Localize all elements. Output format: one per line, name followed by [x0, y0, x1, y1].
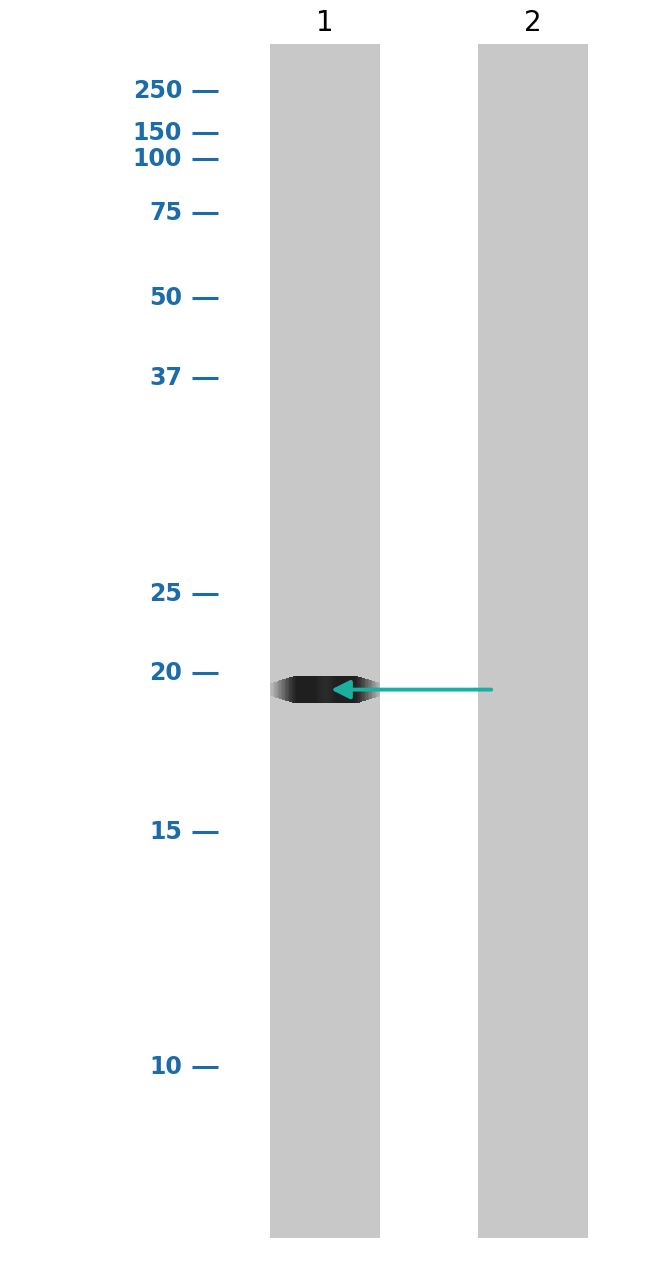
Bar — [286, 678, 288, 701]
Bar — [357, 677, 358, 702]
Bar — [285, 678, 286, 701]
Bar — [315, 676, 317, 704]
Bar — [340, 676, 342, 704]
Bar — [281, 679, 282, 700]
Bar — [309, 676, 310, 704]
Bar — [326, 677, 328, 702]
Bar — [313, 676, 314, 704]
Bar — [274, 682, 276, 697]
Bar — [282, 679, 283, 700]
Bar — [277, 681, 278, 698]
Bar — [307, 676, 308, 704]
Bar — [348, 676, 350, 704]
Bar — [370, 681, 372, 698]
Bar — [358, 677, 359, 702]
Bar — [356, 676, 357, 704]
Bar — [367, 679, 368, 700]
Bar — [347, 676, 348, 704]
Bar — [294, 676, 296, 704]
Bar — [317, 676, 318, 704]
Text: 250: 250 — [133, 80, 182, 103]
Bar — [372, 681, 373, 698]
Bar — [276, 682, 277, 697]
Text: 20: 20 — [149, 662, 182, 685]
Bar — [379, 683, 380, 696]
Text: 1: 1 — [316, 9, 334, 37]
Bar — [351, 676, 353, 704]
Text: 2: 2 — [524, 9, 542, 37]
Bar — [288, 678, 289, 701]
Bar — [270, 683, 271, 696]
Bar — [361, 677, 362, 702]
Bar — [321, 677, 322, 702]
Bar — [365, 678, 367, 701]
Bar — [300, 676, 302, 704]
Bar — [343, 676, 344, 704]
Bar — [311, 676, 313, 704]
Bar — [324, 677, 325, 702]
Text: 50: 50 — [149, 287, 182, 310]
Bar — [364, 678, 365, 701]
Bar — [350, 676, 351, 704]
Bar — [342, 676, 343, 704]
Text: 37: 37 — [149, 367, 182, 390]
Bar — [478, 44, 588, 1238]
Bar — [306, 676, 307, 704]
Text: 100: 100 — [133, 147, 182, 170]
Bar — [270, 44, 380, 1238]
Bar — [332, 676, 333, 704]
Bar — [333, 676, 335, 704]
Bar — [299, 676, 300, 704]
Bar — [374, 682, 376, 697]
Bar — [271, 683, 272, 696]
Bar — [310, 676, 311, 704]
Bar — [292, 677, 293, 702]
Text: 25: 25 — [149, 583, 182, 606]
Text: 75: 75 — [149, 202, 182, 225]
Bar — [346, 676, 347, 704]
Bar — [362, 678, 364, 701]
Bar — [280, 681, 281, 698]
Bar — [298, 676, 299, 704]
Text: 150: 150 — [133, 122, 182, 145]
Bar — [376, 682, 378, 697]
Bar — [293, 677, 294, 702]
Bar — [330, 676, 332, 704]
Bar — [302, 676, 303, 704]
Bar — [272, 682, 274, 697]
Bar — [335, 676, 336, 704]
Bar — [373, 681, 374, 698]
Bar — [354, 676, 356, 704]
Bar — [344, 676, 346, 704]
Bar — [337, 676, 339, 704]
Bar — [283, 679, 285, 700]
Bar — [289, 677, 291, 702]
Bar — [278, 681, 280, 698]
Bar — [318, 676, 319, 704]
Bar — [291, 677, 292, 702]
Bar — [369, 679, 370, 700]
Bar — [336, 676, 337, 704]
Bar — [328, 677, 329, 702]
Bar — [304, 676, 306, 704]
Text: 15: 15 — [149, 820, 182, 843]
Bar — [352, 676, 354, 704]
Bar — [322, 677, 324, 702]
Bar — [378, 682, 379, 697]
Bar — [314, 676, 315, 704]
Bar — [303, 676, 304, 704]
Bar — [368, 679, 369, 700]
Bar — [296, 676, 297, 704]
Text: 10: 10 — [149, 1055, 182, 1078]
Bar — [325, 677, 326, 702]
Bar — [339, 676, 340, 704]
Bar — [320, 676, 321, 704]
Bar — [359, 677, 361, 702]
Bar — [329, 677, 331, 702]
